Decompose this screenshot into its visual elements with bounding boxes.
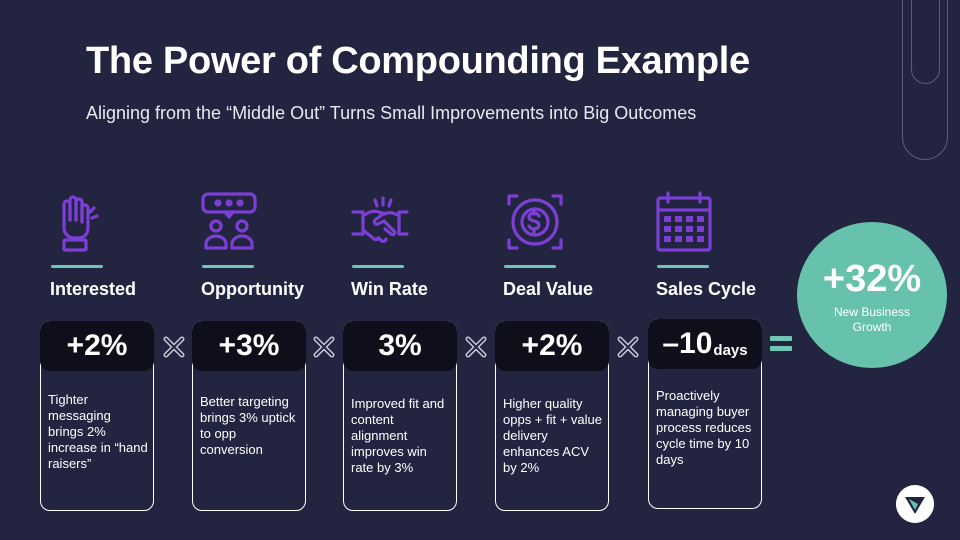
metric-value: +2% (40, 321, 154, 371)
dollar-gear-icon (507, 194, 563, 250)
result-circle: +32% New Business Growth (797, 222, 947, 368)
metric-rule (202, 265, 254, 268)
slide-title: The Power of Compounding Example (86, 40, 750, 82)
multiply-icon (163, 336, 185, 358)
result-value: +32% (822, 258, 922, 300)
metric-label: Deal Value (503, 279, 594, 299)
decorative-outline (902, 0, 948, 160)
metric-card-deal-value: +2% Higher quality opps + fit + value de… (495, 321, 609, 511)
multiply-icon (617, 336, 639, 358)
metric-unit: days (713, 341, 748, 359)
metric-rule (504, 265, 556, 268)
metric-card-win-rate: 3% Improved fit and content alignment im… (343, 321, 457, 511)
brand-logo-icon (896, 485, 934, 523)
equals-icon (770, 334, 792, 354)
metric-description: Proactively managing buyer process reduc… (656, 388, 752, 467)
metric-card-opportunity: +3% Better targeting brings 3% uptick to… (192, 321, 306, 511)
handshake-icon (351, 196, 409, 243)
decorative-outline-inner (911, 0, 940, 84)
metric-card-sales-cycle: –10 days Proactively managing buyer proce… (648, 319, 762, 509)
slide-subtitle: Aligning from the “Middle Out” Turns Sma… (86, 103, 697, 123)
metric-description: Higher quality opps + fit + value delive… (503, 396, 603, 475)
metric-value: –10 days (648, 319, 762, 369)
metric-description: Better targeting brings 3% uptick to opp… (200, 394, 296, 457)
metric-label: Interested (50, 279, 137, 299)
metric-rule (51, 265, 103, 268)
multiply-icon (313, 336, 335, 358)
metric-card-interested: +2% Tighter messaging brings 2% increase… (40, 321, 154, 511)
multiply-icon (465, 336, 487, 358)
calendar-icon (656, 191, 712, 252)
raised-hand-icon (62, 195, 99, 252)
metric-rule (657, 265, 709, 268)
metric-label: Sales Cycle (656, 279, 757, 299)
metric-rule (352, 265, 404, 268)
metric-value: 3% (343, 321, 457, 371)
result-caption: New Business Growth (833, 305, 911, 334)
metric-value: +3% (192, 321, 306, 371)
metric-description: Tighter messaging brings 2% increase in … (48, 392, 148, 471)
metric-label: Win Rate (351, 279, 428, 299)
metric-value: +2% (495, 321, 609, 371)
people-chat-icon (201, 192, 257, 250)
metric-description: Improved fit and content alignment impro… (351, 396, 445, 475)
metric-label: Opportunity (201, 279, 304, 299)
